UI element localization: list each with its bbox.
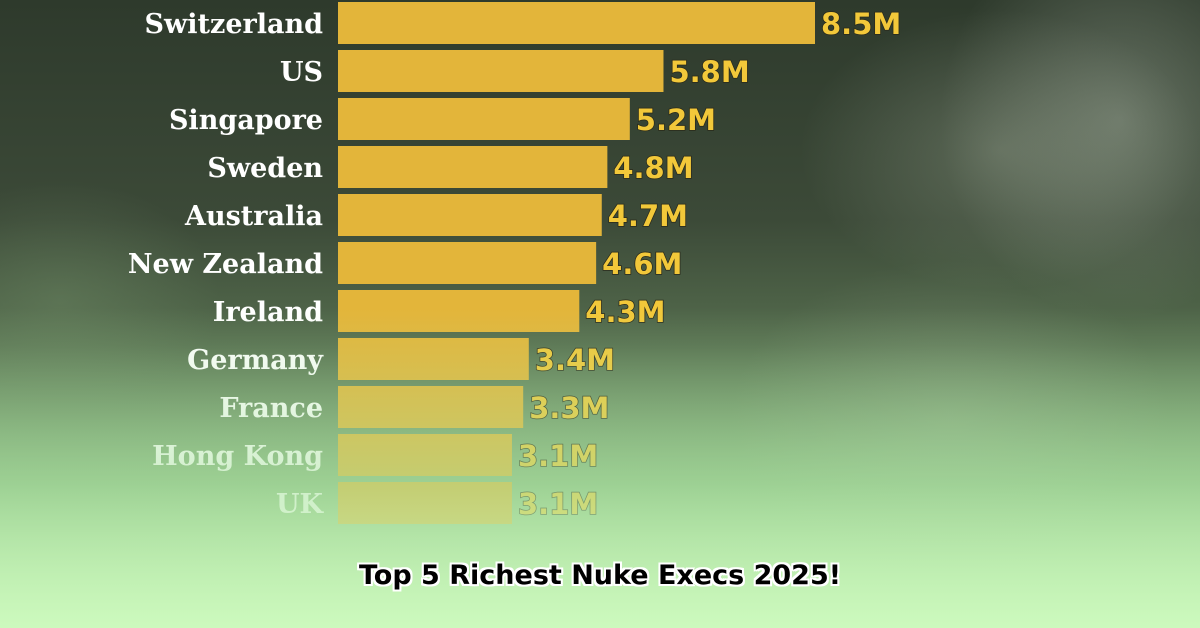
value-label: 4.7M: [608, 199, 688, 233]
category-label: New Zealand: [128, 249, 323, 280]
overlay-title: Top 5 Richest Nuke Execs 2025!: [358, 560, 842, 591]
bar-sweden: [338, 146, 608, 188]
category-label: Switzerland: [145, 9, 324, 40]
value-label: 8.5M: [821, 7, 901, 41]
value-label: 5.8M: [669, 55, 749, 89]
bar-us: [338, 50, 664, 92]
category-label: Singapore: [169, 105, 323, 136]
bar-new-zealand: [338, 242, 597, 284]
value-label: 5.2M: [636, 103, 716, 137]
value-label: 4.8M: [613, 151, 693, 185]
bar-singapore: [338, 98, 630, 140]
category-label: Australia: [184, 201, 323, 232]
bar-australia: [338, 194, 602, 236]
category-label: Sweden: [207, 153, 323, 184]
value-label: 4.6M: [602, 247, 682, 281]
category-label: US: [280, 57, 323, 88]
green-fade-overlay: [0, 308, 1200, 628]
bar-switzerland: [338, 2, 815, 44]
